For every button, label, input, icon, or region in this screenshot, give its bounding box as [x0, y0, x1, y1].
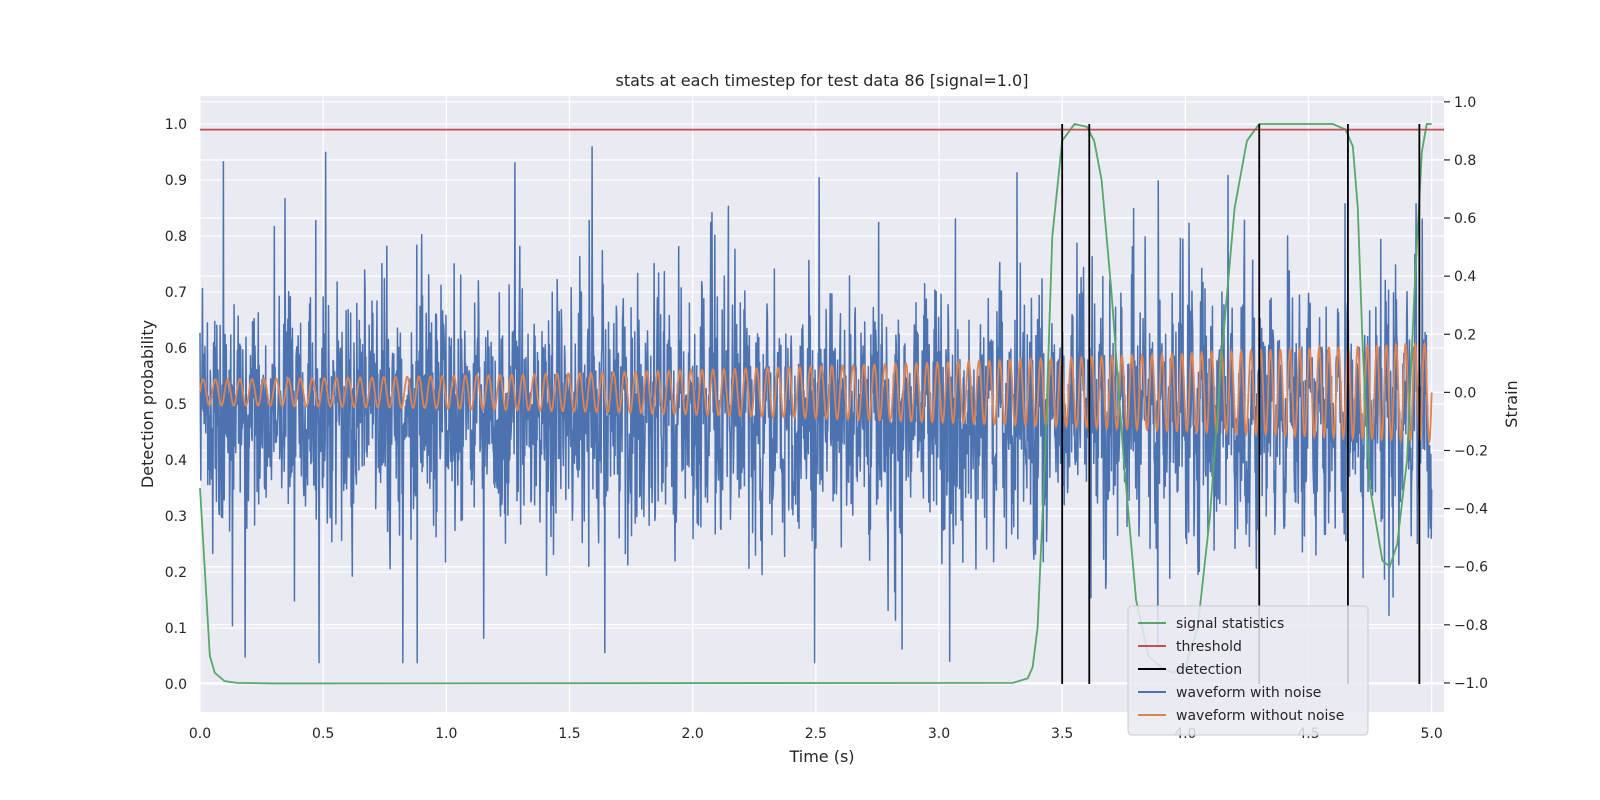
y-axis-label: Detection probability	[138, 320, 157, 488]
y2-tick-label: 0.8	[1454, 153, 1476, 169]
x-tick-label: 5.0	[1421, 726, 1443, 742]
y2-tick-label: 0.6	[1454, 211, 1476, 227]
y-tick-label: 1.0	[165, 117, 187, 133]
x-tick-label: 0.0	[189, 726, 211, 742]
series-waveform-without-noise	[199, 340, 1433, 445]
y2-tick-label: −0.2	[1454, 443, 1488, 459]
legend-item-label: signal statistics	[1176, 616, 1284, 632]
legend: signal statistics threshold detection wavef…	[1127, 605, 1369, 736]
y-tick-label: 0.5	[165, 397, 187, 413]
y-tick-label: 0.2	[165, 565, 187, 581]
legend-item-label: detection	[1176, 662, 1242, 678]
y-tick-label: 0.8	[165, 229, 187, 245]
x-tick-label: 2.0	[682, 726, 704, 742]
chart-title: stats at each timestep for test data 86 …	[616, 71, 1029, 90]
x-axis-label: Time (s)	[788, 747, 854, 766]
y2-tick-label: −0.6	[1454, 560, 1488, 576]
y-tick-label: 0.9	[165, 173, 187, 189]
y-tick-label: 0.7	[165, 285, 187, 301]
y-tick-label: 0.3	[165, 509, 187, 525]
y2-tick-label: 1.0	[1454, 95, 1476, 111]
series-layer	[199, 122, 1444, 685]
y2-tick-label: 0.2	[1454, 327, 1476, 343]
y2-tick-label: 0.4	[1454, 269, 1476, 285]
legend-item-label: waveform without noise	[1176, 708, 1344, 724]
y-tick-label: 0.6	[165, 341, 187, 357]
x-tick-label: 1.5	[558, 726, 580, 742]
y2-tick-label: −0.8	[1454, 618, 1488, 634]
y2-axis-ticks: −1.0 −0.8 −0.6 −0.4 −0.2 0.0 0.2 0.4 0.6 0.8 1.0	[1444, 95, 1488, 692]
x-tick-label: 0.5	[312, 726, 334, 742]
x-tick-label: 3.5	[1051, 726, 1073, 742]
y-tick-label: 0.1	[165, 621, 187, 637]
legend-box	[1127, 605, 1369, 736]
legend-item-label: waveform with noise	[1176, 685, 1321, 701]
y-tick-label: 0.0	[165, 677, 187, 693]
y2-axis-label: Strain	[1502, 380, 1521, 427]
x-tick-label: 3.0	[928, 726, 950, 742]
series-waveform-with-noise	[199, 146, 1433, 664]
y2-tick-label: 0.0	[1454, 385, 1476, 401]
y2-tick-label: −0.4	[1454, 502, 1488, 518]
y-tick-label: 0.4	[165, 453, 187, 469]
y-axis-ticks: 0.0 0.1 0.2 0.3 0.4 0.5 0.6 0.7 0.8 0.9 1.0	[165, 117, 187, 693]
legend-item-label: threshold	[1176, 639, 1242, 655]
y2-tick-label: −1.0	[1454, 676, 1488, 692]
x-tick-label: 1.0	[435, 726, 457, 742]
x-tick-label: 2.5	[805, 726, 827, 742]
